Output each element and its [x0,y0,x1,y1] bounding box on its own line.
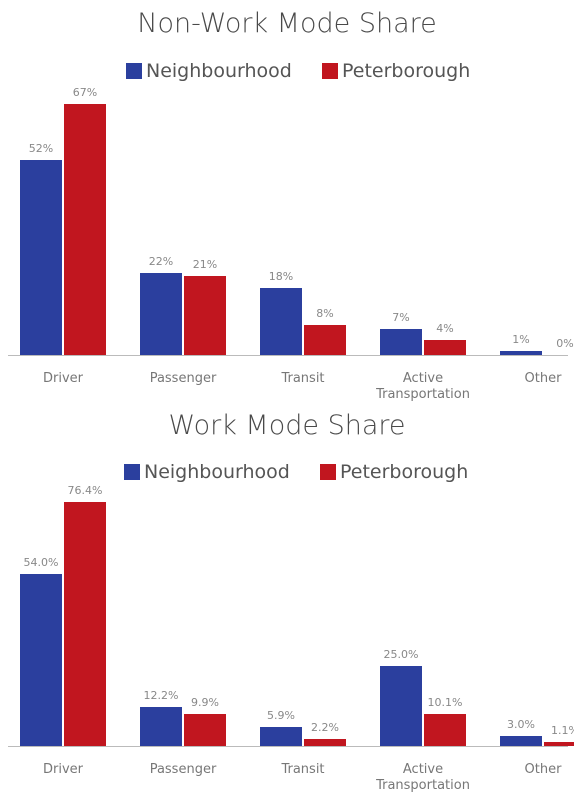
value-label: 8% [316,307,334,321]
x-tick-label: Passenger [149,762,217,777]
x-tick-label: Driver [42,762,83,777]
bar [184,714,226,746]
value-label: 7% [392,310,410,324]
bar [304,325,346,355]
value-label: 52% [28,142,54,156]
bar [260,727,302,746]
bar [64,104,106,355]
bar [424,340,466,355]
value-label: 67% [72,86,98,99]
bar [544,742,574,746]
value-label: 4% [436,322,454,335]
legend-item: Peterborough [322,60,470,82]
x-tick-label: Transit [281,371,325,386]
baseline [8,746,568,747]
bar [260,287,302,355]
value-label: 2.2% [311,720,339,734]
bar [140,272,182,355]
x-tick-label: Active Transportation [376,371,470,402]
bar [500,351,542,355]
bar [140,707,182,746]
legend-item: Neighbourhood [124,461,290,483]
bar [64,502,106,746]
bar [20,573,62,746]
value-label: 5.9% [267,709,295,723]
baseline [8,355,568,356]
legend-swatch [126,63,142,79]
bar [380,328,422,355]
value-label: 76.4% [67,484,103,497]
legend-swatch [124,464,140,480]
legend-swatch [322,63,338,79]
x-tick-label: Transit [281,762,325,777]
bar [380,666,422,746]
bar [184,276,226,355]
bar [500,736,542,746]
x-tick-label: Other [524,762,562,777]
legend-label: Peterborough [340,461,469,483]
value-label: 3.0% [507,718,535,732]
x-tick-label: Active Transportation [376,762,470,793]
value-label: 22% [148,254,174,268]
value-label: 9.9% [191,696,219,710]
value-label: 1.1% [551,724,574,738]
legend-label: Neighbourhood [144,461,290,483]
bar [20,160,62,355]
value-label: 10.1% [427,695,463,709]
value-label: 25.0% [383,648,419,662]
chart-title: Work Mode Share [168,410,406,441]
legend-swatch [320,464,336,480]
legend-label: Neighbourhood [146,60,292,82]
x-tick-label: Other [524,371,562,386]
value-label: 12.2% [143,689,179,703]
value-label: 21% [192,258,218,272]
bar [424,713,466,746]
value-label: 54.0% [23,555,59,569]
bar [304,738,346,746]
x-tick-label: Driver [42,371,83,386]
legend-item: Neighbourhood [126,60,292,82]
chart-title: Non-Work Mode Share [137,8,437,39]
value-label: 0% [556,337,574,350]
x-tick-label: Passenger [149,371,217,386]
value-label: 1% [512,333,530,347]
legend-item: Peterborough [320,461,468,483]
value-label: 18% [268,269,294,283]
legend-label: Peterborough [342,60,471,82]
